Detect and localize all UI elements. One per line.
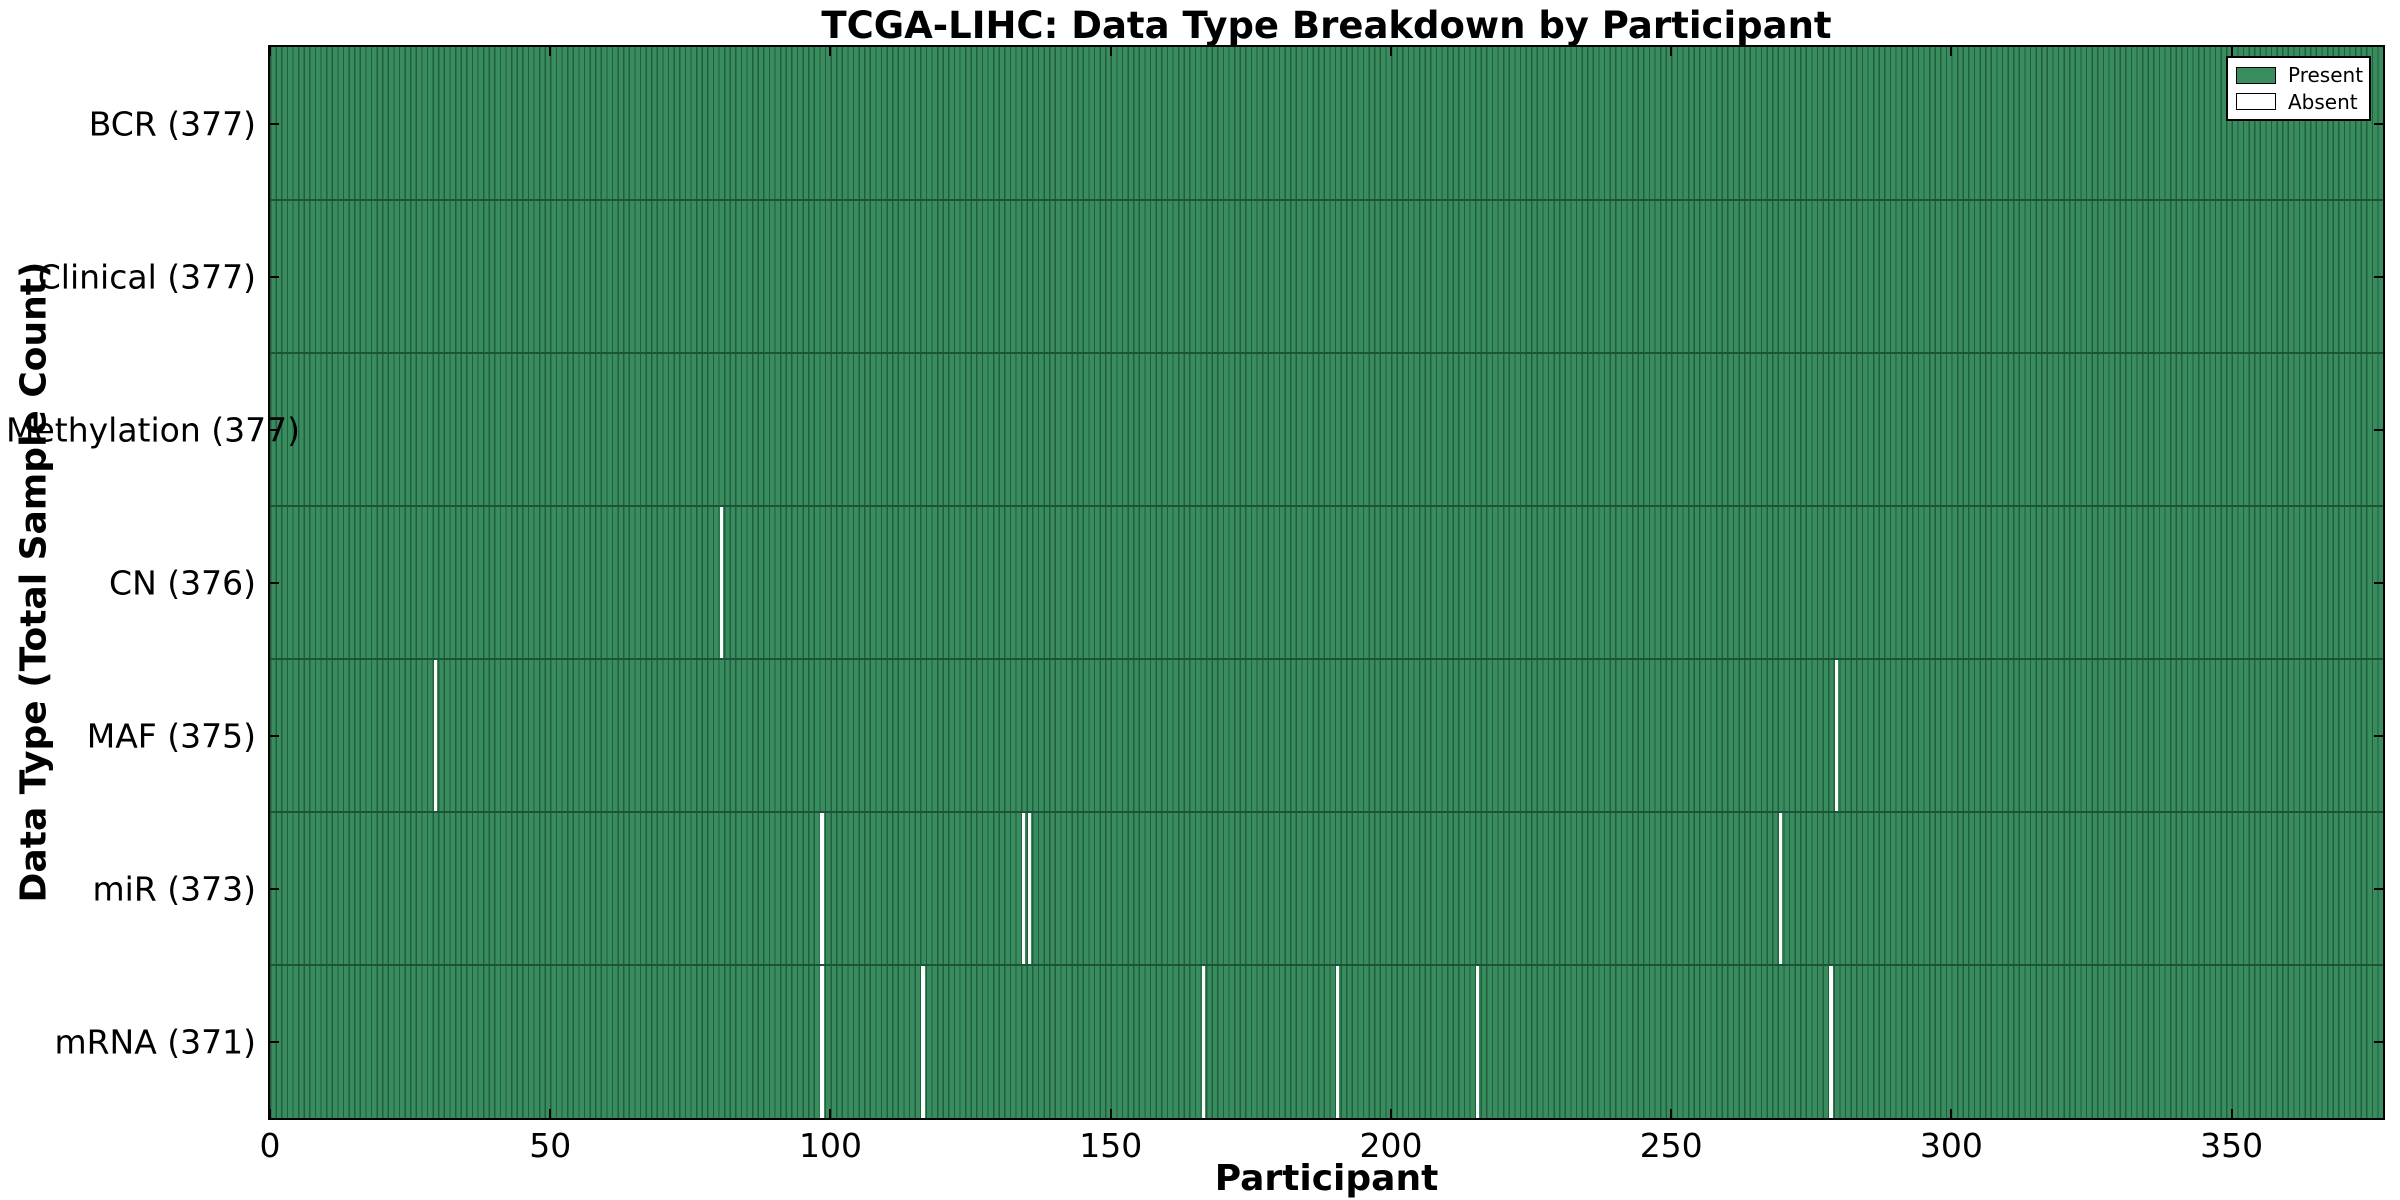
y-tick-left-methylation: [270, 428, 279, 431]
y-tick-label-clinical: Clinical (377): [37, 257, 256, 296]
x-tick-bottom-250: [1670, 1109, 1673, 1118]
y-tick-right-bcr: [2374, 122, 2383, 125]
x-tick-label-250: 250: [1639, 1126, 1703, 1165]
x-tick-bottom-150: [1109, 1109, 1112, 1118]
x-tick-bottom-100: [829, 1109, 832, 1118]
data-row-bcr: [270, 47, 2383, 200]
x-tick-label-0: 0: [259, 1126, 281, 1165]
row-boundary-1: [270, 199, 2383, 201]
data-row-methylation: [270, 353, 2383, 506]
absent-marker-mrna-278: [1829, 965, 1833, 1118]
absent-swatch-icon: [2236, 93, 2276, 111]
row-boundary-2: [270, 352, 2383, 354]
absent-marker-cn-80: [719, 506, 723, 659]
x-tick-label-150: 150: [1079, 1126, 1143, 1165]
x-tick-top-0: [270, 47, 271, 56]
present-swatch-icon: [2236, 66, 2276, 84]
row-boundary-6: [270, 964, 2383, 966]
legend-absent-label: Absent: [2288, 89, 2358, 114]
absent-marker-mrna-190: [1336, 965, 1340, 1118]
data-row-cn: [270, 506, 2383, 659]
x-tick-top-350: [2230, 47, 2233, 56]
y-tick-left-cn: [270, 581, 279, 584]
x-tick-bottom-300: [1950, 1109, 1953, 1118]
legend-present-label: Present: [2288, 63, 2364, 88]
row-boundary-3: [270, 505, 2383, 507]
y-tick-right-cn: [2374, 581, 2383, 584]
x-tick-top-50: [549, 47, 552, 56]
y-tick-left-mrna: [270, 1040, 279, 1043]
data-row-clinical: [270, 200, 2383, 353]
x-tick-top-300: [1950, 47, 1953, 56]
x-tick-bottom-50: [549, 1109, 552, 1118]
x-tick-bottom-350: [2230, 1109, 2233, 1118]
absent-marker-maf-29: [433, 659, 437, 812]
y-tick-label-mir: miR (373): [92, 869, 256, 908]
x-tick-top-100: [829, 47, 832, 56]
x-tick-label-300: 300: [1919, 1126, 1983, 1165]
absent-marker-mir-98: [820, 812, 824, 965]
x-tick-label-350: 350: [2200, 1126, 2264, 1165]
x-tick-top-150: [1109, 47, 1112, 56]
absent-marker-mrna-166: [1201, 965, 1205, 1118]
y-tick-left-clinical: [270, 275, 279, 278]
absent-marker-mir-135: [1027, 812, 1032, 965]
y-tick-left-mir: [270, 887, 279, 890]
y-tick-right-maf: [2374, 734, 2383, 737]
x-tick-label-50: 50: [529, 1126, 572, 1165]
y-tick-left-bcr: [270, 122, 279, 125]
legend-entry-present: Present: [2236, 63, 2364, 88]
y-tick-right-mrna: [2374, 1040, 2383, 1043]
data-row-mrna: [270, 965, 2383, 1118]
x-tick-bottom-0: [270, 1109, 271, 1118]
row-boundary-5: [270, 811, 2383, 813]
data-row-maf: [270, 659, 2383, 812]
x-tick-label-200: 200: [1359, 1126, 1423, 1165]
x-tick-bottom-200: [1389, 1109, 1392, 1118]
y-tick-left-maf: [270, 734, 279, 737]
y-tick-label-maf: MAF (375): [86, 716, 256, 755]
data-row-mir: [270, 812, 2383, 965]
y-tick-label-methylation: Methylation (377): [6, 410, 300, 449]
plot-area: [270, 47, 2383, 1118]
y-tick-right-clinical: [2374, 275, 2383, 278]
absent-marker-mrna-215: [1476, 965, 1480, 1118]
chart-title: TCGA-LIHC: Data Type Breakdown by Partic…: [821, 4, 1832, 47]
x-tick-top-200: [1389, 47, 1392, 56]
x-tick-top-250: [1670, 47, 1673, 56]
y-tick-label-mrna: mRNA (371): [54, 1022, 256, 1061]
y-tick-label-bcr: BCR (377): [88, 104, 256, 143]
absent-marker-mir-269: [1778, 812, 1783, 965]
legend-entry-absent: Absent: [2236, 92, 2361, 112]
x-tick-label-100: 100: [798, 1126, 862, 1165]
y-tick-right-mir: [2374, 887, 2383, 890]
legend: Present Absent: [2226, 56, 2371, 121]
x-axis-label: Participant: [1214, 1158, 1439, 1199]
absent-marker-mrna-116: [921, 965, 925, 1118]
y-tick-label-cn: CN (376): [109, 563, 256, 602]
absent-marker-mrna-98: [820, 965, 824, 1118]
row-boundary-4: [270, 658, 2383, 660]
absent-marker-maf-279: [1834, 659, 1839, 812]
absent-marker-mir-134: [1022, 812, 1026, 965]
y-tick-right-methylation: [2374, 428, 2383, 431]
